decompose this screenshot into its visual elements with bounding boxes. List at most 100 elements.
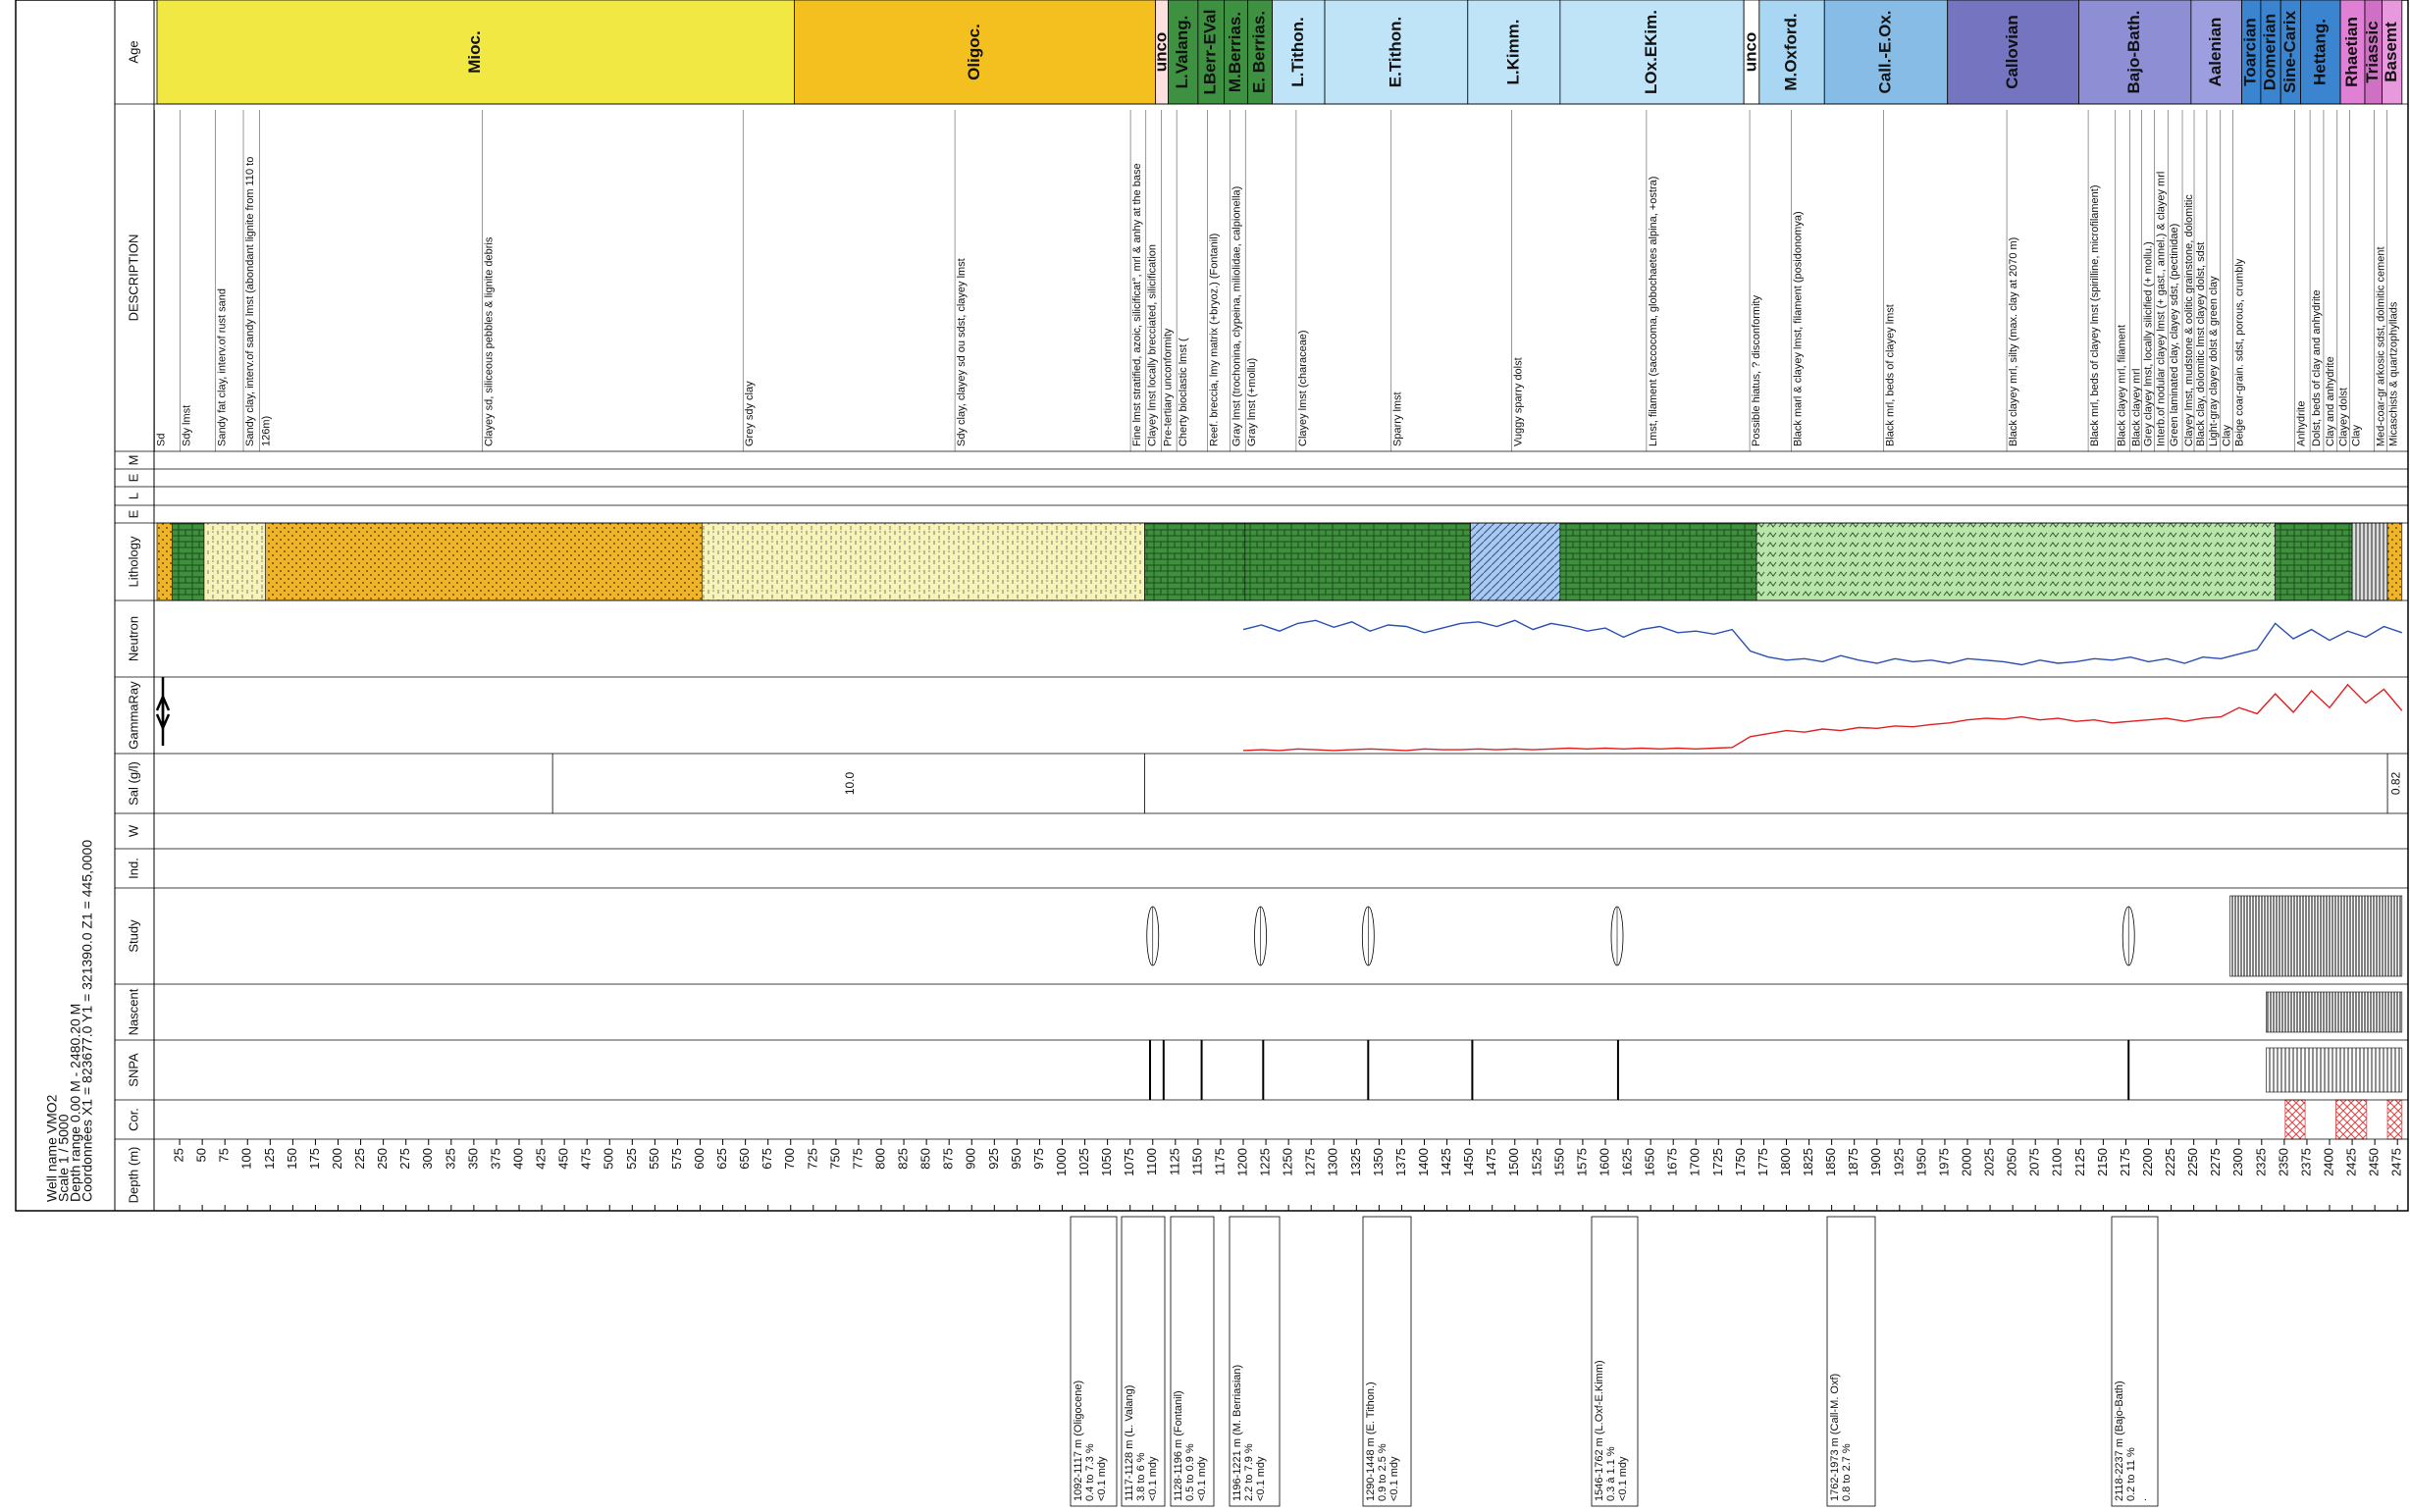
core-interval — [2284, 1099, 2306, 1140]
depth-tick-label: 700 — [782, 1148, 797, 1170]
description-text: Fine lmst stratified, azoic, silicificat… — [1131, 163, 1143, 446]
description-text: Sandy clay, interv.of sandy lmst (abonda… — [244, 157, 256, 446]
depth-tick-label: 2125 — [2072, 1148, 2087, 1176]
depth-tick-label: 675 — [760, 1148, 774, 1170]
age-label: Basemt — [2382, 22, 2400, 82]
depth-tick-label: 1275 — [1303, 1148, 1318, 1176]
depth-tick-label: 1675 — [1665, 1148, 1680, 1176]
track-label: Ind. — [126, 858, 140, 879]
lithology-pattern — [1470, 522, 1561, 601]
sample-text: 0.2 to 11 % — [2125, 1447, 2137, 1501]
age-label: M.Berrias. — [1226, 12, 1244, 92]
age-label: unco — [1741, 32, 1759, 73]
depth-tick-label: 2225 — [2163, 1148, 2177, 1176]
age-label: E. Berrias. — [1250, 11, 1269, 93]
age-label: LOx.EKim. — [1642, 10, 1660, 94]
description-text: Med-coar-gr arkosic sdst, dolmitic cemen… — [2376, 246, 2387, 446]
depth-tick-label: 1175 — [1212, 1148, 1227, 1175]
lithology-pattern — [1144, 522, 1246, 601]
age-label: Sine-Carix — [2280, 10, 2299, 93]
depth-tick-label: 1400 — [1416, 1148, 1431, 1176]
depth-tick-label: 550 — [647, 1148, 661, 1170]
sample-text: 1117-1128 m (L. Valang) — [1124, 1385, 1135, 1501]
depth-tick-label: 1875 — [1846, 1148, 1860, 1176]
description-text: Lmst, filament (saccocoma, globochaetes … — [1648, 177, 1659, 446]
depth-tick-label: 525 — [624, 1148, 639, 1170]
age-label: Callovian — [2003, 15, 2021, 89]
sample-box — [1229, 1216, 1281, 1507]
depth-tick-label: 1125 — [1167, 1148, 1181, 1175]
description-text: Black clayey mrl, filament — [2117, 325, 2128, 446]
description-text: Sparry lmst — [1392, 391, 1404, 446]
age-label: Aalenian — [2206, 18, 2225, 87]
sample-box — [1362, 1216, 1412, 1507]
depth-tick-label: 1650 — [1643, 1148, 1657, 1176]
age-cell — [1247, 0, 1273, 105]
depth-tick-label: 725 — [805, 1148, 819, 1170]
age-label: L.Valang. — [1173, 16, 1191, 89]
description-text: Clayey dolst — [2338, 388, 2350, 446]
depth-tick-label: 1000 — [1054, 1148, 1069, 1176]
age-label: Bajo-Bath. — [2124, 11, 2143, 94]
study-dense — [2229, 895, 2403, 977]
depth-tick-label: 1050 — [1099, 1148, 1114, 1176]
sample-text: 1546-1762 m (L.Oxf-E.Kimm) — [1594, 1360, 1605, 1501]
description-text: Light-gray clayey dolst & green clay — [2208, 276, 2220, 446]
age-label: unco — [1151, 32, 1170, 73]
depth-tick-label: 1325 — [1348, 1148, 1363, 1176]
depth-tick-label: 2175 — [2118, 1148, 2132, 1176]
age-label: L.Tithon. — [1288, 17, 1307, 86]
depth-tick-label: 1750 — [1733, 1148, 1748, 1176]
depth-tick-label: 2325 — [2253, 1148, 2268, 1176]
lithology-pattern — [2351, 522, 2388, 601]
sample-text: 0.3 à 1.1 % — [1605, 1446, 1617, 1501]
sample-text: 1290-1448 m (E. Tithon.) — [1365, 1382, 1377, 1501]
track-label: Study — [126, 919, 140, 953]
depth-tick-label: 150 — [285, 1148, 299, 1170]
sample-text: 1128-1196 m (Fontanil) — [1173, 1390, 1184, 1501]
depth-tick-label: 375 — [488, 1148, 502, 1170]
sample-text: 0.9 to 2.5 % — [1377, 1443, 1388, 1501]
lithology-pattern — [1244, 522, 1471, 601]
lithology-pattern — [2386, 522, 2403, 601]
gamma-arrow — [155, 693, 171, 746]
age-label: Call.-E.Ox. — [1875, 10, 1894, 93]
depth-tick-label: 25 — [172, 1148, 186, 1162]
depth-tick-label: 1025 — [1076, 1148, 1091, 1176]
age-label: Oligoc. — [965, 24, 983, 80]
sal-label: 0.82 — [2388, 771, 2402, 795]
depth-tick-label: 475 — [579, 1148, 594, 1170]
depth-tick-label: 2300 — [2230, 1148, 2245, 1176]
track-label: Cor. — [126, 1108, 140, 1131]
sample-box — [1591, 1216, 1639, 1507]
depth-tick-label: 1950 — [1913, 1148, 1928, 1176]
depth-tick-label: 2475 — [2389, 1148, 2404, 1176]
depth-tick-label: 600 — [692, 1148, 707, 1170]
track-label: Nascent — [126, 988, 140, 1035]
age-label: Triassic — [2363, 21, 2382, 82]
lithology-pattern — [1755, 522, 2276, 601]
depth-tick-label: 975 — [1031, 1148, 1046, 1170]
description-text: Black marl & clayey lmst, filament (posi… — [1792, 211, 1804, 446]
age-cell — [1758, 0, 1825, 105]
depth-tick-label: 175 — [307, 1148, 322, 1170]
depth-tick-label: 1575 — [1574, 1148, 1589, 1176]
depth-tick-label: 1625 — [1620, 1148, 1635, 1176]
track-label: E — [126, 509, 140, 518]
depth-tick-label: 2100 — [2050, 1148, 2065, 1176]
age-label: Hettang. — [2310, 19, 2329, 85]
depth-tick-label: 500 — [602, 1148, 616, 1170]
depth-tick-label: 225 — [352, 1148, 367, 1170]
lithology-pattern — [2275, 522, 2353, 601]
sample-text: <0.1 mdy — [1255, 1456, 1267, 1501]
description-text: Clayey lmst (characeae) — [1297, 330, 1309, 446]
depth-tick-label: 650 — [737, 1148, 752, 1170]
age-label: LBerr-EVal — [1201, 10, 1220, 95]
sample-text: 1092-1117 m (Oligocene) — [1073, 1381, 1084, 1501]
track-label: M — [126, 455, 140, 466]
description-text: Sandy fat clay, interv.of rust sand — [216, 288, 228, 446]
description-text: Clayey lmst, mudstone & oolitic grainsto… — [2183, 194, 2195, 446]
depth-tick-label: 950 — [1009, 1148, 1023, 1170]
depth-tick-label: 1700 — [1688, 1148, 1703, 1176]
